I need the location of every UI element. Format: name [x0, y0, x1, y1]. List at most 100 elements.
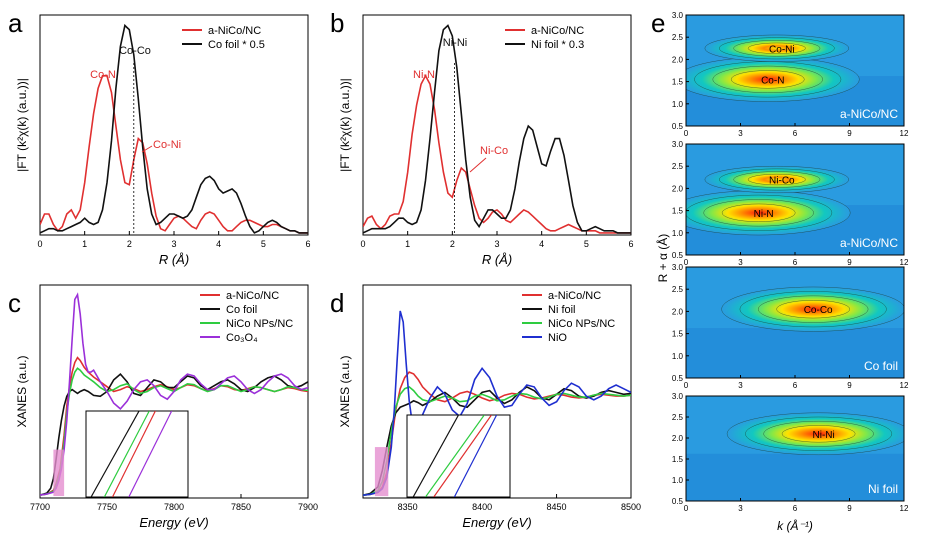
legend-label: Ni foil * 0.3: [531, 39, 584, 51]
x-tick-label: 5: [261, 239, 266, 249]
legend-label: Ni foil: [548, 304, 576, 316]
y-axis-label: R + α (Å): [655, 234, 670, 283]
y-tick-label: 1.0: [672, 100, 684, 109]
x-tick-label: 8400: [472, 502, 492, 512]
inset-series-group: [90, 411, 173, 497]
x-tick-label: 3: [171, 239, 176, 249]
panel-letter: c: [8, 288, 21, 318]
x-axis-label: R (Å): [159, 252, 189, 267]
panel-letter: a: [8, 8, 23, 38]
x-tick-label: 0: [684, 381, 689, 390]
intensity-peak: [721, 286, 904, 332]
contour-line: [747, 42, 806, 54]
x-tick-label: 5: [584, 239, 589, 249]
wavelet-map-3: [686, 267, 904, 378]
legend-label: a-NiCo/NC: [531, 25, 584, 37]
annotation-pointer: [141, 145, 153, 153]
y-tick-label: 0.5: [672, 374, 684, 383]
y-tick-label: 3.0: [672, 11, 684, 20]
x-tick-label: 0: [684, 504, 689, 513]
peak-label: Co-N: [761, 75, 784, 86]
x-tick-label: 0: [360, 239, 365, 249]
legend-label: Co₃O₄: [226, 332, 258, 344]
annotation-left: Ni-N: [413, 69, 435, 81]
contour-line: [721, 286, 904, 332]
series-line-4: [363, 310, 631, 496]
x-tick-label: 3: [494, 239, 499, 249]
y-tick-label: 3.0: [672, 263, 684, 272]
wavelet-map-2: [686, 144, 904, 255]
y-tick-label: 2.5: [672, 33, 684, 42]
y-tick-label: 3.0: [672, 140, 684, 149]
x-tick-label: 7900: [298, 502, 318, 512]
series-group: [363, 24, 631, 234]
contour-line: [763, 420, 874, 447]
x-tick-label: 8450: [547, 502, 567, 512]
inset-series-line: [425, 415, 485, 497]
x-tick-label: 3: [738, 129, 743, 138]
panel-letter: d: [330, 288, 344, 318]
series-line-4: [40, 292, 308, 496]
legend-label: Co foil: [226, 304, 257, 316]
contour-line: [712, 65, 823, 93]
y-axis-label: XANES (a.u.): [338, 355, 352, 427]
contour-line: [721, 203, 796, 222]
panel-e: e 0 3 6 9 12 0.5 1.0 1.5 2.0 2.5 3.0 Co-N Co-Ni a-NiCo…: [651, 8, 909, 533]
contour-line: [739, 291, 887, 328]
legend-label: NiCo NPs/NC: [548, 318, 615, 330]
x-tick-label: 6: [793, 504, 798, 513]
y-tick-label: 0.5: [672, 251, 684, 260]
annotation-center: Ni-Ni: [443, 37, 467, 49]
annotation-right: Ni-Co: [480, 145, 508, 157]
y-tick-label: 0.5: [672, 497, 684, 506]
intensity-peak: [727, 412, 904, 455]
x-axis-label: R (Å): [482, 252, 512, 267]
inset-series-line: [453, 415, 498, 497]
x-tick-label: 6: [628, 239, 633, 249]
inset-series-line: [90, 411, 140, 497]
contour-line: [733, 171, 821, 188]
x-tick-label: 0: [684, 258, 689, 267]
panel-d: 8350 8400 8450 8500 Energy (eV) XANES (a.u.) d…: [330, 284, 641, 530]
inset-series-line: [433, 415, 492, 497]
contour-line: [726, 412, 904, 456]
y-tick-label: 2.0: [672, 55, 684, 64]
x-tick-label: 7800: [164, 502, 184, 512]
x-tick-label: 1: [82, 239, 87, 249]
contour-line: [686, 194, 833, 231]
series-line-3: [363, 385, 631, 496]
map-low-band: [686, 328, 904, 378]
contour-line: [703, 199, 814, 227]
legend-label: Co foil * 0.5: [208, 39, 265, 51]
panel-a: 0 1 2 3 4 5 6 R (Å) |FT (k²χ(k) (a.u.))| a a-NiCo/…: [8, 8, 311, 267]
y-tick-label: 3.0: [672, 392, 684, 401]
sample-label: Ni foil: [868, 482, 898, 496]
peak-label: Ni-Ni: [813, 430, 835, 441]
wavelet-map-4: [686, 396, 904, 501]
x-tick-label: 9: [847, 381, 852, 390]
annotation-pointer: [469, 157, 487, 173]
plot-frame-d: [362, 284, 632, 499]
y-tick-label: 2.0: [672, 307, 684, 316]
annotation-left: Co-N: [90, 69, 116, 81]
x-tick-label: 7850: [231, 502, 251, 512]
intensity-peak: [704, 166, 849, 193]
contour-line: [704, 34, 850, 62]
edge-highlight-box: [374, 447, 389, 497]
x-tick-label: 2: [127, 239, 132, 249]
legend-label: a-NiCo/NC: [226, 290, 279, 302]
x-tick-label: 6: [305, 239, 310, 249]
y-tick-label: 1.5: [672, 78, 684, 87]
series-line-2: [40, 23, 308, 234]
x-tick-label: 9: [847, 258, 852, 267]
annotation-center: Co-Co: [119, 45, 151, 57]
y-tick-label: 1.0: [672, 352, 684, 361]
y-tick-label: 2.5: [672, 413, 684, 422]
x-tick-label: 3: [738, 258, 743, 267]
contour-line: [719, 168, 835, 191]
y-tick-label: 1.5: [672, 330, 684, 339]
series-line-2: [363, 24, 631, 234]
peak-label: Co-Co: [804, 305, 833, 316]
wavelet-map-1: [686, 15, 904, 126]
